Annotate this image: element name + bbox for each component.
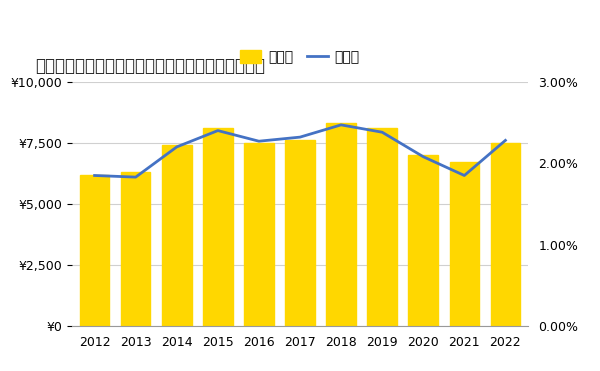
Bar [285,140,315,326]
Bar [121,172,151,326]
Bar [80,175,109,326]
Legend: 昇給額, 昇給率: 昇給額, 昇給率 [235,45,365,70]
Bar [326,123,356,326]
Bar [491,143,520,326]
Text: 大手企業の平均昇給額・平均昇給率推移【年度別】: 大手企業の平均昇給額・平均昇給率推移【年度別】 [35,56,266,75]
Bar [244,143,274,326]
Bar [203,128,233,326]
Bar [367,128,397,326]
Bar [409,155,438,326]
Bar [162,145,191,326]
Bar [449,162,479,326]
